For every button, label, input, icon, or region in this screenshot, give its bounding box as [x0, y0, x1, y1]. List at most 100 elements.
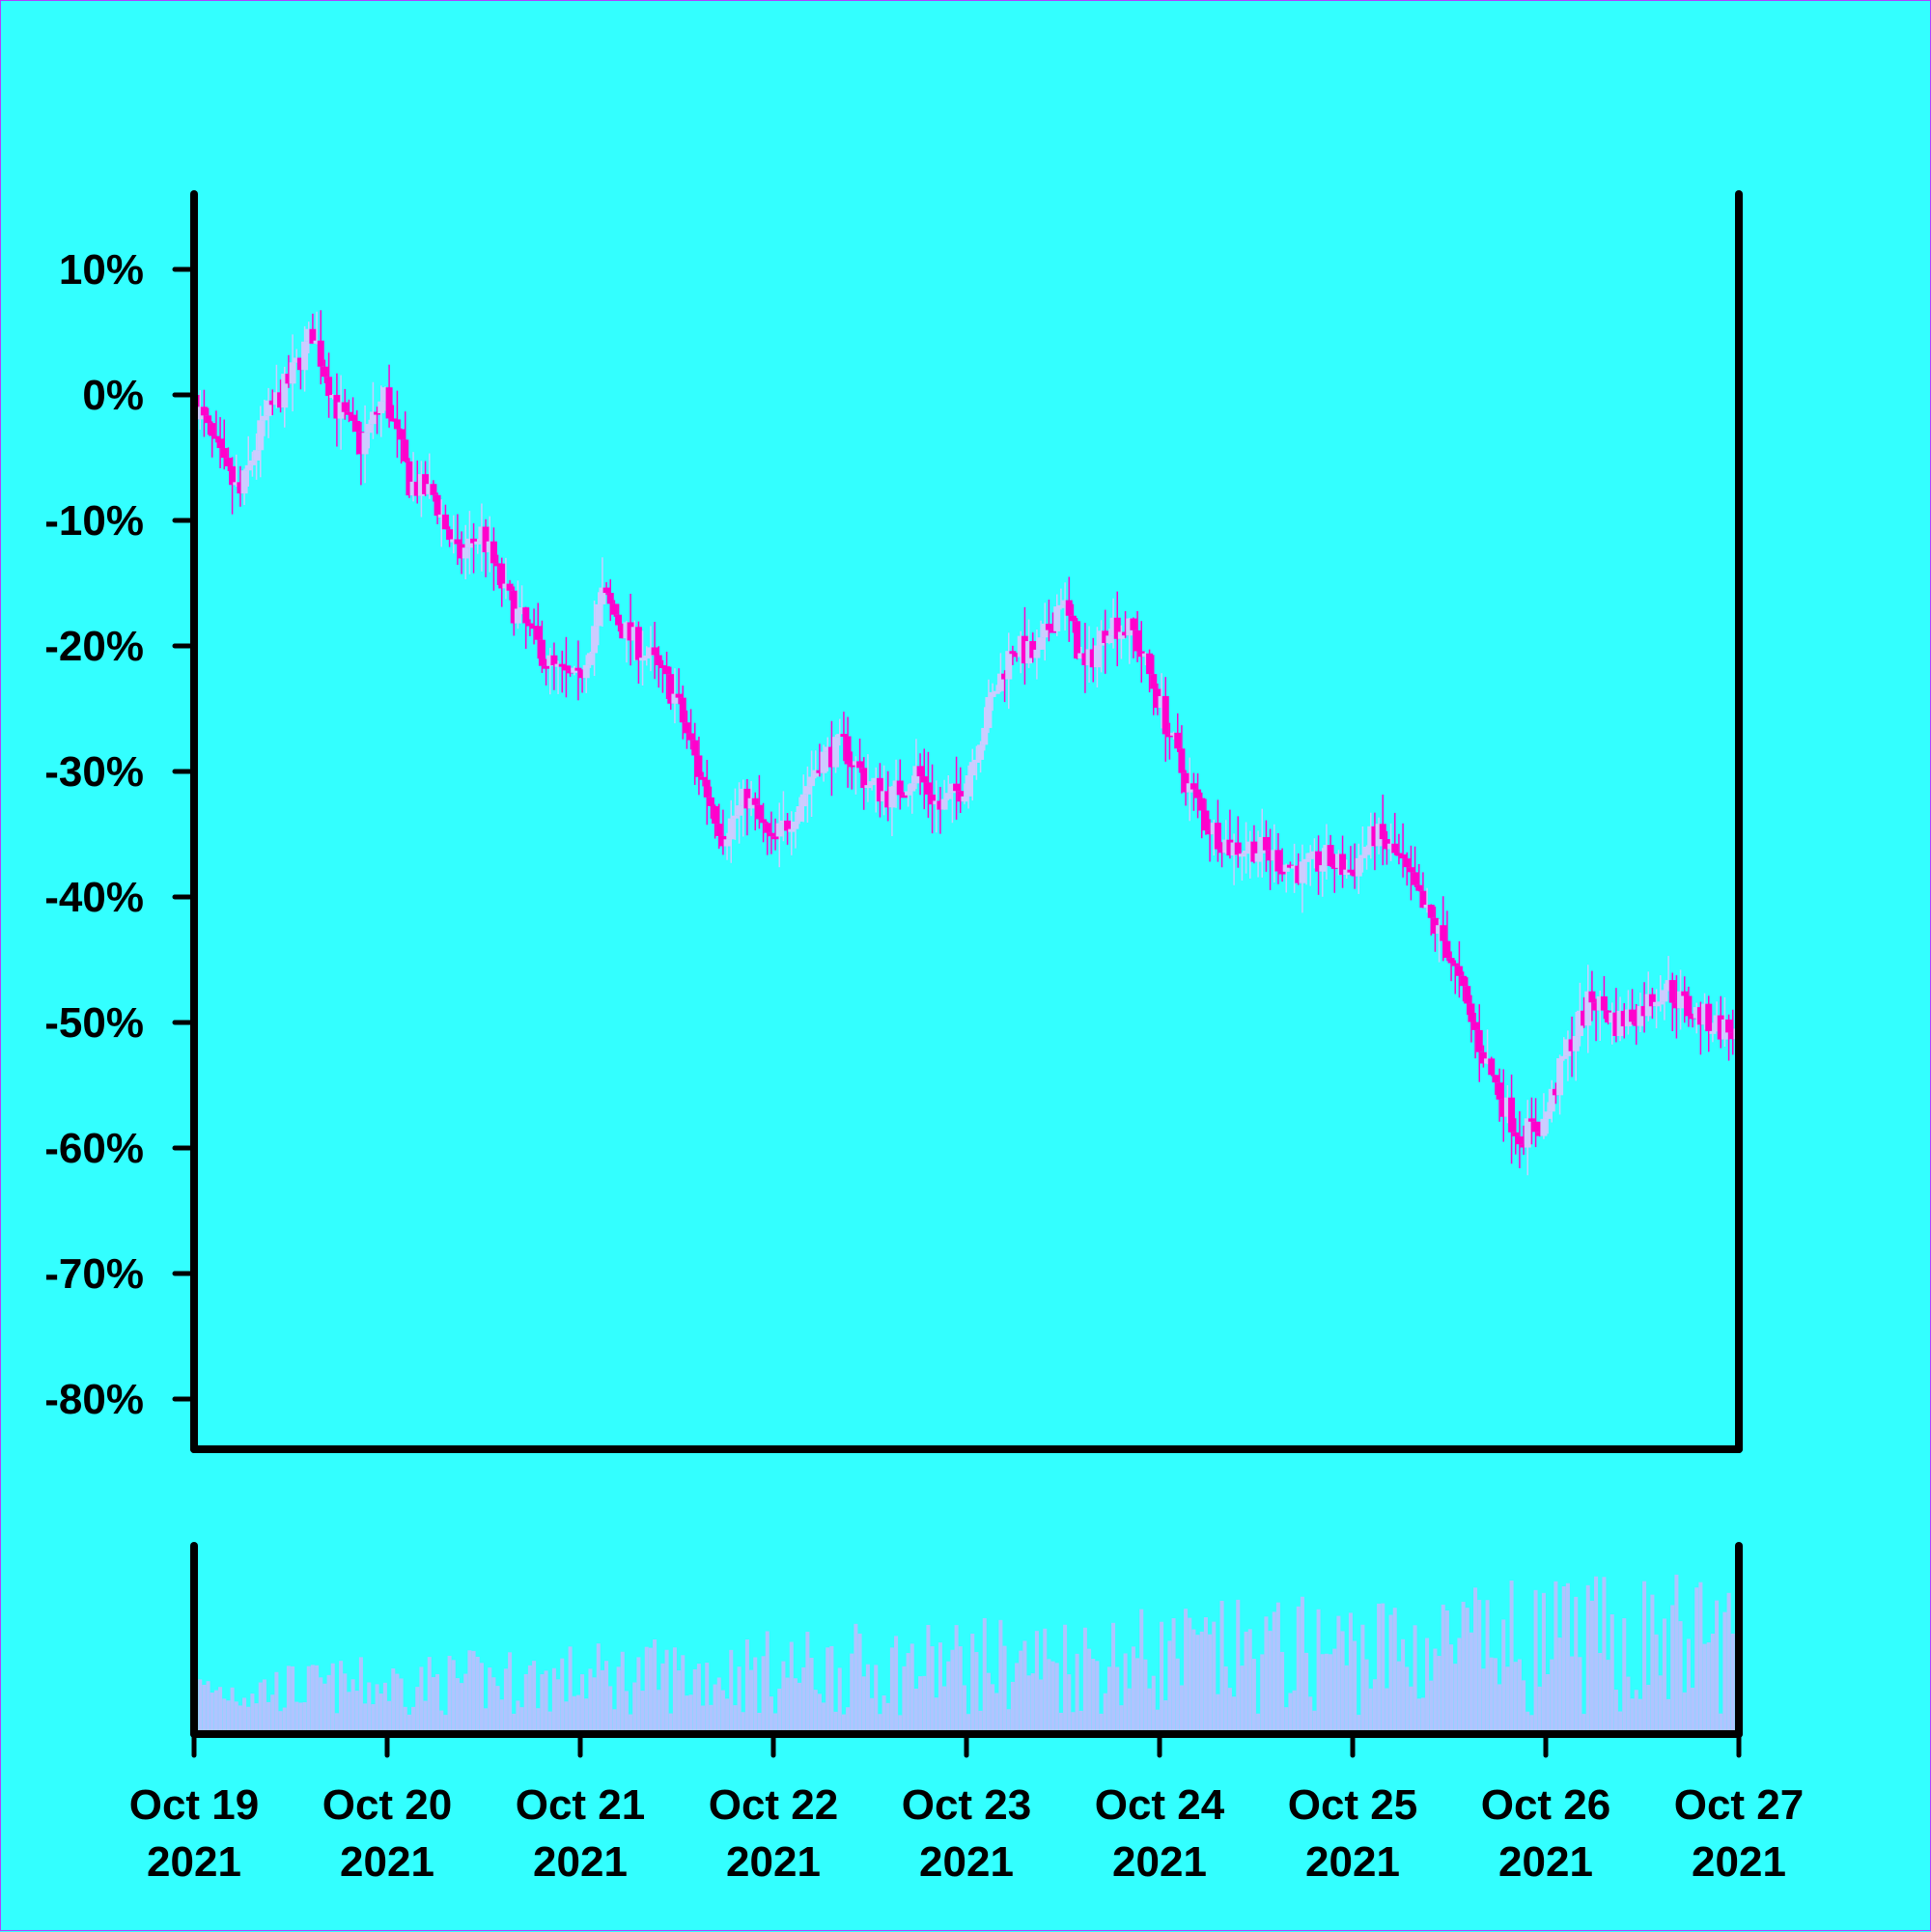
candle-222 [1085, 626, 1093, 684]
candle-body [248, 460, 256, 465]
candle-body [1262, 836, 1270, 851]
volume-bar-196 [982, 1617, 987, 1734]
candle-body [1499, 1099, 1507, 1117]
volume-bar-104 [612, 1709, 617, 1734]
candle-141 [760, 802, 768, 843]
candle-278 [1310, 838, 1318, 869]
price-candles [192, 310, 1741, 1176]
candle-42 [361, 405, 369, 484]
candle-body [1693, 1007, 1700, 1019]
volume-bar-350 [1602, 1577, 1607, 1734]
candle-body [296, 357, 304, 371]
candle-body [1419, 890, 1427, 909]
candle-235 [1137, 621, 1145, 683]
candle-body [441, 514, 449, 530]
volume-bar-215 [1058, 1712, 1063, 1734]
candle-body [446, 529, 454, 541]
volume-bar-91 [560, 1658, 565, 1734]
candle-286 [1343, 859, 1351, 880]
volume-bar-154 [813, 1690, 818, 1734]
candle-body [1520, 1144, 1527, 1148]
volume-bar-331 [1525, 1711, 1530, 1734]
candle-301 [1403, 852, 1411, 886]
volume-bar-242 [1167, 1640, 1172, 1734]
candle-12 [240, 468, 248, 505]
volume-bar-125 [696, 1664, 701, 1734]
candle-200 [996, 653, 1004, 692]
volume-bar-10 [234, 1701, 238, 1734]
candle-118 [667, 666, 675, 711]
candle-body [543, 665, 550, 669]
candle-body [905, 791, 912, 796]
candle-364 [1657, 975, 1665, 1012]
candle-body [1041, 623, 1049, 638]
candle-body [329, 395, 337, 399]
volume-bar-106 [620, 1651, 625, 1734]
candle-body [1334, 854, 1342, 868]
volume-bar-339 [1557, 1638, 1562, 1734]
candle-268 [1271, 824, 1278, 883]
volume-bar-37 [343, 1673, 348, 1734]
candle-body [1194, 789, 1202, 798]
volume-bar-270 [1280, 1651, 1285, 1734]
candle-body [224, 458, 232, 466]
candle-227 [1105, 629, 1113, 645]
candle-body [968, 762, 976, 776]
candle-70 [474, 539, 482, 554]
candle-body [1351, 872, 1358, 877]
y-tick-label: -50% [44, 999, 144, 1047]
candle-body [220, 448, 228, 459]
candle-152 [803, 766, 811, 823]
candle-body [490, 541, 497, 564]
candle-177 [905, 784, 912, 807]
candle-229 [1113, 591, 1121, 667]
candle-58 [426, 453, 434, 499]
candle-101 [599, 557, 606, 628]
volume-bar-100 [596, 1643, 601, 1734]
volume-bar-178 [910, 1643, 914, 1734]
candle-body [1527, 1118, 1535, 1122]
candle-body [574, 667, 582, 671]
candle-220 [1077, 646, 1085, 659]
candle-body [1358, 854, 1366, 858]
volume-bar-299 [1396, 1661, 1401, 1734]
volume-bar-119 [672, 1647, 677, 1734]
candle-body [506, 583, 514, 591]
volume-bar-220 [1078, 1710, 1083, 1734]
candle-24 [289, 334, 296, 412]
candle-310 [1440, 896, 1447, 962]
candle-36 [337, 375, 345, 450]
volume-bar-244 [1175, 1658, 1180, 1734]
candle-254 [1214, 799, 1221, 862]
volume-bar-361 [1646, 1684, 1651, 1734]
volume-bar-146 [781, 1661, 786, 1734]
candle-330 [1520, 1125, 1527, 1156]
candle-body [1306, 853, 1314, 859]
candle-250 [1198, 792, 1206, 839]
candle-body [1488, 1058, 1496, 1076]
candle-339 [1556, 1054, 1564, 1115]
candle-body [606, 593, 614, 604]
volume-bar-53 [406, 1714, 411, 1734]
candle-body [216, 438, 224, 449]
volume-bar-89 [551, 1667, 556, 1734]
candle-173 [888, 785, 896, 837]
candle-body [1524, 1118, 1531, 1148]
volume-bar-134 [733, 1705, 738, 1734]
candle-body [586, 653, 594, 665]
candle-body [265, 400, 272, 416]
candle-body [1696, 1007, 1704, 1025]
volume-bar-90 [556, 1679, 561, 1734]
candle-body [357, 432, 365, 455]
volume-bar-191 [962, 1685, 966, 1734]
candle-48 [385, 364, 393, 428]
candle-body [437, 514, 445, 518]
candle-body [478, 526, 486, 542]
candle-333 [1532, 1098, 1540, 1148]
candle-body [844, 736, 852, 765]
volume-bar-73 [488, 1667, 492, 1734]
candle-body [1323, 845, 1330, 866]
candle-body [1206, 830, 1214, 835]
volume-bar-305 [1420, 1697, 1425, 1734]
candle-body [643, 655, 651, 658]
